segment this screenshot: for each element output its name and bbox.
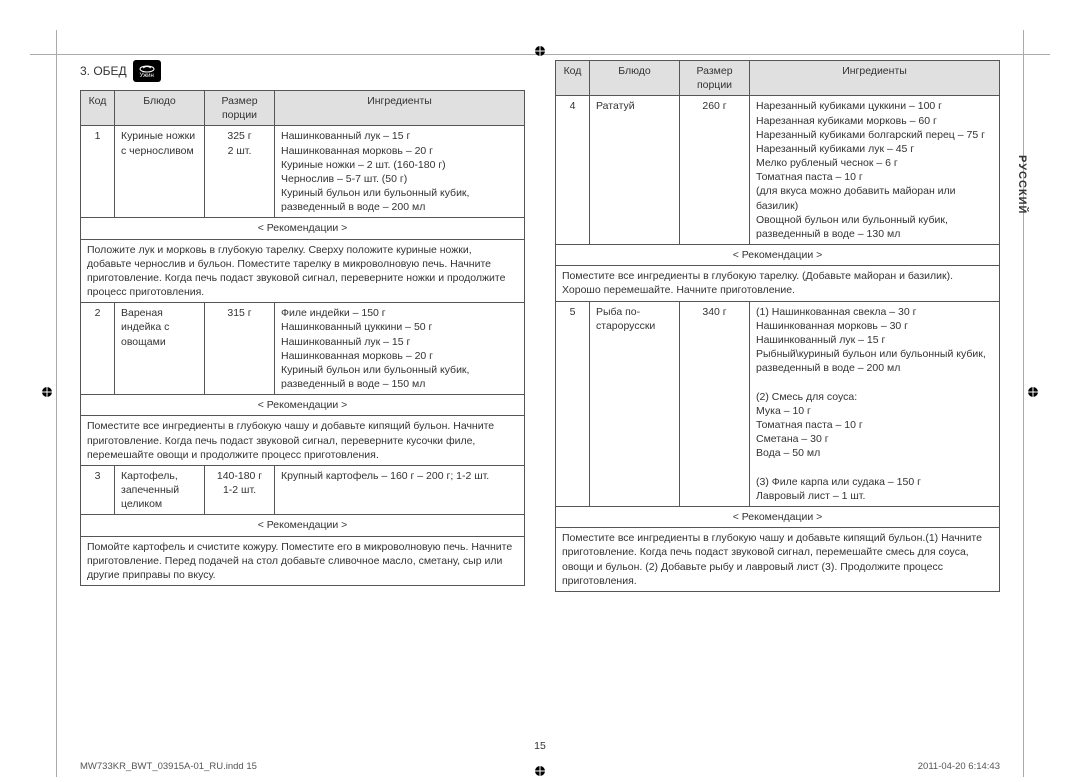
- cell-portion: 340 г: [680, 301, 750, 506]
- page-number: 15: [534, 740, 546, 752]
- crop-line-left: [56, 30, 57, 777]
- table-row: 5Рыба по-старорусски340 г(1) Нашинкованн…: [556, 301, 1000, 506]
- registration-mark-top: [533, 44, 547, 58]
- cell-code: 3: [81, 465, 115, 515]
- cell-dish: Вареная индейка с овощами: [115, 303, 205, 395]
- cell-dish: Рататуй: [590, 96, 680, 245]
- th-ingredients: Ингредиенты: [750, 61, 1000, 96]
- rec-header-row: < Рекомендации >: [556, 245, 1000, 266]
- th-dish: Блюдо: [115, 91, 205, 126]
- cell-portion: 260 г: [680, 96, 750, 245]
- cell-portion: 140-180 г1-2 шт.: [205, 465, 275, 515]
- registration-mark-bottom: [533, 764, 547, 778]
- rec-row: Помойте картофель и счистите кожуру. Пом…: [81, 536, 525, 586]
- th-dish: Блюдо: [590, 61, 680, 96]
- rec-text: Помойте картофель и счистите кожуру. Пом…: [81, 536, 525, 586]
- rec-row: Поместите все ингредиенты в глубокую чаш…: [556, 528, 1000, 592]
- footer-timestamp: 2011-04-20 6:14:43: [918, 761, 1000, 772]
- footer-filename: MW733KR_BWT_03915A-01_RU.indd 15: [80, 761, 257, 772]
- page-content: 3. ОБЕД Ужин Код Блюдо Размер порции Инг…: [0, 0, 1080, 632]
- cell-ingredients: Нашинкованный лук – 15 гНашинкованная мо…: [275, 126, 525, 218]
- rec-text: Поместите все ингредиенты в глубокую чаш…: [556, 528, 1000, 592]
- rec-text: Поместите все ингредиенты в глубокую тар…: [556, 266, 1000, 301]
- rec-row: Положите лук и морковь в глубокую тарелк…: [81, 239, 525, 303]
- rec-text: Поместите все ингредиенты в глубокую чаш…: [81, 416, 525, 466]
- cell-code: 5: [556, 301, 590, 506]
- cell-code: 4: [556, 96, 590, 245]
- rec-header-row: < Рекомендации >: [81, 395, 525, 416]
- language-tab: РУССКИЙ: [1016, 155, 1028, 214]
- cell-portion: 315 г: [205, 303, 275, 395]
- rec-header: < Рекомендации >: [81, 218, 525, 239]
- cell-dish: Рыба по-старорусски: [590, 301, 680, 506]
- rec-text: Положите лук и морковь в глубокую тарелк…: [81, 239, 525, 303]
- crop-line-right: [1023, 30, 1024, 777]
- th-code: Код: [556, 61, 590, 96]
- recipes-table-left: Код Блюдо Размер порции Ингредиенты 1Кур…: [80, 90, 525, 586]
- recipes-table-right: Код Блюдо Размер порции Ингредиенты 4Рат…: [555, 60, 1000, 592]
- cell-ingredients: Нарезанный кубиками цуккини – 100 гНарез…: [750, 96, 1000, 245]
- rec-row: Поместите все ингредиенты в глубокую тар…: [556, 266, 1000, 301]
- table-row: 4Рататуй260 гНарезанный кубиками цуккини…: [556, 96, 1000, 245]
- left-column: 3. ОБЕД Ужин Код Блюдо Размер порции Инг…: [80, 60, 525, 592]
- th-code: Код: [81, 91, 115, 126]
- cell-ingredients: (1) Нашинкованная свекла – 30 гНашинкова…: [750, 301, 1000, 506]
- th-portion: Размер порции: [680, 61, 750, 96]
- th-portion: Размер порции: [205, 91, 275, 126]
- right-column: Код Блюдо Размер порции Ингредиенты 4Рат…: [555, 60, 1000, 592]
- rec-header: < Рекомендации >: [556, 506, 1000, 527]
- cell-code: 1: [81, 126, 115, 218]
- registration-mark-right: [1026, 385, 1040, 399]
- registration-mark-left: [40, 385, 54, 399]
- rec-header: < Рекомендации >: [81, 395, 525, 416]
- cell-ingredients: Крупный картофель – 160 г – 200 г; 1-2 ш…: [275, 465, 525, 515]
- table-row: 2Вареная индейка с овощами315 гФиле инде…: [81, 303, 525, 395]
- table-row: 3Картофель, запеченный целиком140-180 г1…: [81, 465, 525, 515]
- table-row: 1Куриные ножки с черносливом325 г2 шт.На…: [81, 126, 525, 218]
- rec-header-row: < Рекомендации >: [556, 506, 1000, 527]
- icon-label: Ужин: [140, 73, 154, 79]
- cell-portion: 325 г2 шт.: [205, 126, 275, 218]
- cell-code: 2: [81, 303, 115, 395]
- cell-dish: Картофель, запеченный целиком: [115, 465, 205, 515]
- rec-row: Поместите все ингредиенты в глубокую чаш…: [81, 416, 525, 466]
- dinner-icon: Ужин: [133, 60, 161, 82]
- cell-dish: Куриные ножки с черносливом: [115, 126, 205, 218]
- th-ingredients: Ингредиенты: [275, 91, 525, 126]
- section-title: 3. ОБЕД Ужин: [80, 60, 525, 82]
- rec-header-row: < Рекомендации >: [81, 218, 525, 239]
- rec-header-row: < Рекомендации >: [81, 515, 525, 536]
- rec-header: < Рекомендации >: [81, 515, 525, 536]
- cell-ingredients: Филе индейки – 150 гНашинкованный цуккин…: [275, 303, 525, 395]
- rec-header: < Рекомендации >: [556, 245, 1000, 266]
- section-title-text: 3. ОБЕД: [80, 64, 127, 78]
